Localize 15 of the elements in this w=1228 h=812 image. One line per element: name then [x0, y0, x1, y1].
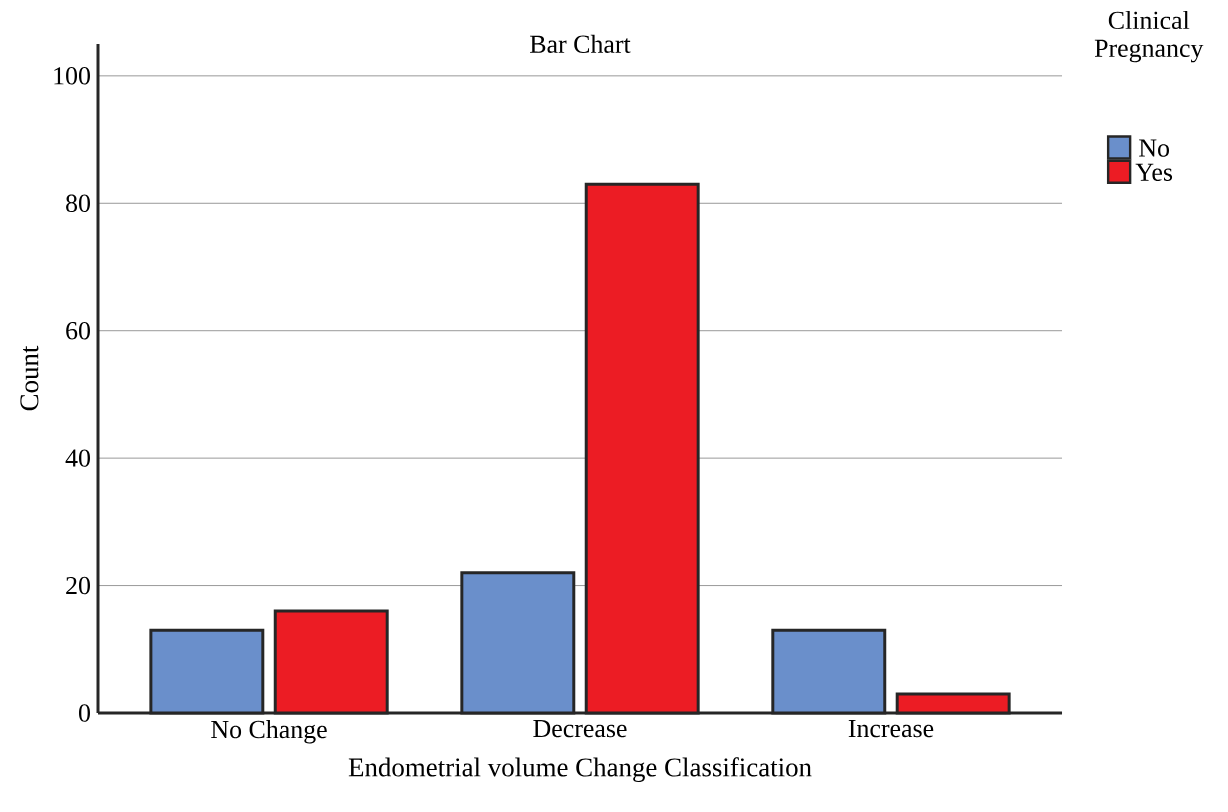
legend-label: No — [1139, 139, 1169, 157]
y-tick-label: 60 — [66, 321, 90, 340]
y-tick-label: 80 — [66, 194, 90, 213]
x-axis-title: Endometrial volume Change Classification — [348, 757, 812, 783]
chart-title: Bar Chart — [530, 34, 631, 53]
y-tick-label: 20 — [66, 576, 90, 595]
y-axis-title: Count — [20, 345, 39, 411]
y-tick-label: 100 — [54, 67, 90, 85]
x-tick-label: Increase — [848, 720, 934, 738]
x-tick-label: No Change — [211, 720, 327, 744]
legend-title: Clinical Pregnancy — [1094, 10, 1204, 63]
x-tick-label: Decrease — [533, 720, 627, 738]
legend-label: Yes — [1135, 163, 1173, 181]
y-tick-label: 40 — [65, 449, 90, 467]
y-tick-label: 0 — [79, 704, 90, 722]
